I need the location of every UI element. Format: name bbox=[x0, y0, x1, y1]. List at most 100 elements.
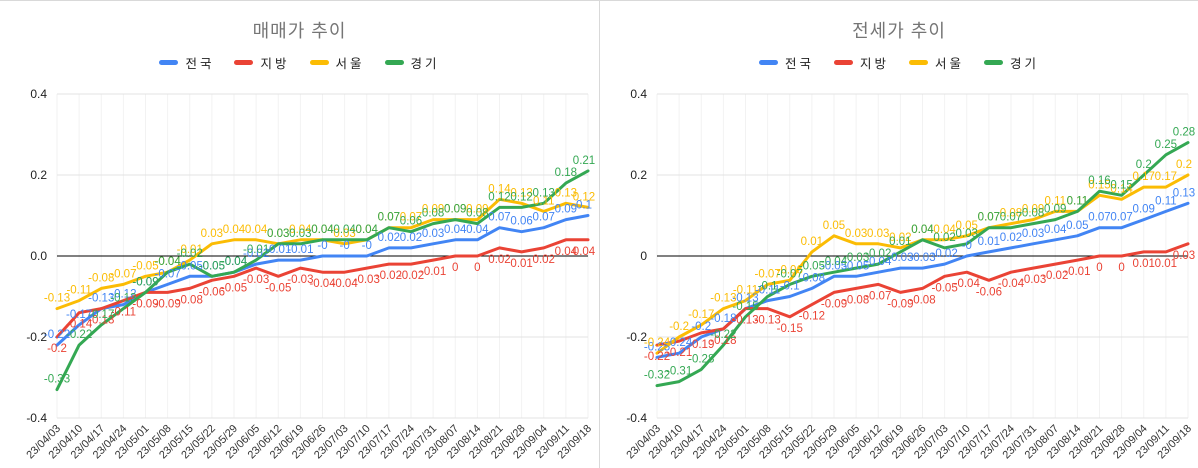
data-label: 0.03 bbox=[201, 228, 223, 240]
data-label: -0.14 bbox=[66, 319, 93, 331]
data-label: -0.09 bbox=[132, 298, 158, 310]
data-label: 0.13 bbox=[510, 187, 532, 199]
data-label: 0.01 bbox=[1155, 258, 1177, 270]
data-label: -0.01 bbox=[177, 244, 203, 256]
data-label: 0.04 bbox=[356, 224, 379, 236]
data-label: -0.15 bbox=[732, 301, 758, 313]
data-label: 0.11 bbox=[1155, 195, 1177, 207]
data-label: 0.04 bbox=[911, 224, 934, 236]
legend-label: 경기 bbox=[410, 57, 440, 71]
data-label: -0.03 bbox=[843, 252, 869, 264]
data-label: 0.02 bbox=[488, 254, 510, 266]
data-label: 0.07 bbox=[1000, 212, 1022, 224]
data-label: -0.13 bbox=[732, 315, 758, 327]
data-label: -0.13 bbox=[755, 315, 781, 327]
data-label: 0.12 bbox=[488, 191, 510, 203]
data-label: 0.04 bbox=[333, 224, 356, 236]
data-label: 0.12 bbox=[510, 191, 532, 203]
data-label: -0.04 bbox=[954, 278, 981, 290]
data-label: 0.05 bbox=[956, 220, 978, 232]
legend-swatch-icon bbox=[234, 60, 254, 65]
legend-item-지방: 지방 bbox=[234, 53, 289, 72]
data-label: 0.07 bbox=[378, 212, 400, 224]
data-label: 0.17 bbox=[1133, 171, 1155, 183]
data-label: -0.06 bbox=[199, 286, 225, 298]
data-label: -0.02 bbox=[177, 248, 203, 260]
y-axis-tick-label: 0.2 bbox=[30, 168, 47, 182]
data-label: 0.02 bbox=[400, 232, 422, 244]
legend-swatch-icon bbox=[833, 60, 853, 65]
data-label: -0.06 bbox=[976, 286, 1002, 298]
data-label: -0.05 bbox=[799, 260, 825, 272]
data-label: 0.03 bbox=[867, 228, 889, 240]
sale-price-chart: 0.4 0.2 0.0 -0.2 -0.423/04/0323/04/1023/04/1… bbox=[24, 87, 595, 461]
data-label: -0.09 bbox=[132, 276, 158, 288]
data-label: 0.04 bbox=[1044, 224, 1067, 236]
data-label: -0.04 bbox=[221, 256, 248, 268]
legend-item-지방: 지방 bbox=[833, 53, 889, 72]
data-label: 0.15 bbox=[1088, 179, 1110, 191]
data-label: 0.11 bbox=[533, 195, 555, 207]
y-axis-tick-label: -0.2 bbox=[26, 330, 47, 344]
legend-label: 지방 bbox=[859, 57, 889, 71]
data-label: -0.05 bbox=[932, 282, 958, 294]
series-labels-전국: -0.25-0.24-0.2-0.18-0.13-0.11 -0.1-0.08-0… bbox=[644, 187, 1195, 353]
data-label: 0.11 bbox=[1067, 195, 1089, 207]
data-label: -0.09 bbox=[132, 276, 158, 288]
data-label: 0.03 bbox=[422, 228, 444, 240]
data-label: -0.28 bbox=[688, 353, 714, 365]
data-label: 0.07 bbox=[1110, 212, 1132, 224]
data-label: -0.01 bbox=[265, 244, 291, 256]
data-label: -0.08 bbox=[177, 294, 203, 306]
data-label: -0.18 bbox=[710, 313, 736, 325]
data-label: 0.03 bbox=[1173, 250, 1195, 262]
data-label: 0.02 bbox=[889, 232, 911, 244]
data-label: -0.07 bbox=[155, 268, 181, 280]
x-axis-tick-labels: 23/04/0323/04/1023/04/1723/04/2423/05/01… bbox=[624, 423, 1194, 462]
data-label: -0.12 bbox=[110, 289, 136, 301]
data-label: -0 bbox=[362, 240, 372, 252]
data-label: -0.01 bbox=[420, 266, 446, 278]
data-label: -0.22 bbox=[710, 329, 736, 341]
data-label: 0.14 bbox=[488, 183, 511, 195]
data-label: 0.16 bbox=[1088, 175, 1110, 187]
legend-item-전국: 전국 bbox=[159, 53, 214, 72]
sale-price-chart-panel: 0.4 0.2 0.0 -0.2 -0.4 23/04/03 23/04/10 23/04/1… bbox=[0, 1, 599, 468]
y-axis-tick-label: 0.0 bbox=[30, 249, 47, 263]
data-label: -0 bbox=[962, 240, 972, 252]
data-label: 0.06 bbox=[400, 216, 422, 228]
legend: 전국 지방 서울 경기 bbox=[0, 53, 599, 72]
data-label: 0.04 bbox=[444, 224, 467, 236]
legend: 전국 지방 서울 경기 bbox=[600, 53, 1198, 72]
data-label: -0.04 bbox=[155, 256, 182, 268]
data-label: 0.09 bbox=[1133, 204, 1155, 216]
data-label: -0.2 bbox=[47, 343, 67, 355]
data-label: 0.09 bbox=[1044, 204, 1066, 216]
data-label: 0.03 bbox=[333, 228, 355, 240]
data-label: -0.21 bbox=[666, 347, 692, 359]
data-label: 0.09 bbox=[466, 204, 488, 216]
legend-label: 서울 bbox=[335, 57, 365, 71]
data-label: -0.04 bbox=[821, 256, 848, 268]
data-label: 0.2 bbox=[1136, 159, 1152, 171]
data-label: -0.24 bbox=[666, 337, 693, 349]
data-label: 0.02 bbox=[533, 254, 555, 266]
data-label: 0.28 bbox=[1173, 127, 1195, 139]
data-label: 0.12 bbox=[573, 191, 595, 203]
data-label: -0.06 bbox=[777, 264, 803, 276]
data-label: 0.04 bbox=[466, 224, 489, 236]
legend-item-서울: 서울 bbox=[309, 53, 365, 72]
data-label: 0.04 bbox=[911, 224, 934, 236]
data-label: 0.11 bbox=[1044, 195, 1066, 207]
data-label: 0.03 bbox=[956, 228, 978, 240]
data-label: 0.17 bbox=[1155, 171, 1177, 183]
legend-label: 서울 bbox=[935, 57, 965, 71]
data-label: -0.15 bbox=[777, 323, 803, 335]
data-label: 0.01 bbox=[510, 258, 532, 270]
data-label: 0.04 bbox=[289, 224, 312, 236]
data-label: -0.03 bbox=[354, 274, 380, 286]
series-line-지방 bbox=[655, 242, 1190, 347]
data-label: -0 bbox=[340, 240, 350, 252]
data-label: 0.07 bbox=[978, 212, 1000, 224]
